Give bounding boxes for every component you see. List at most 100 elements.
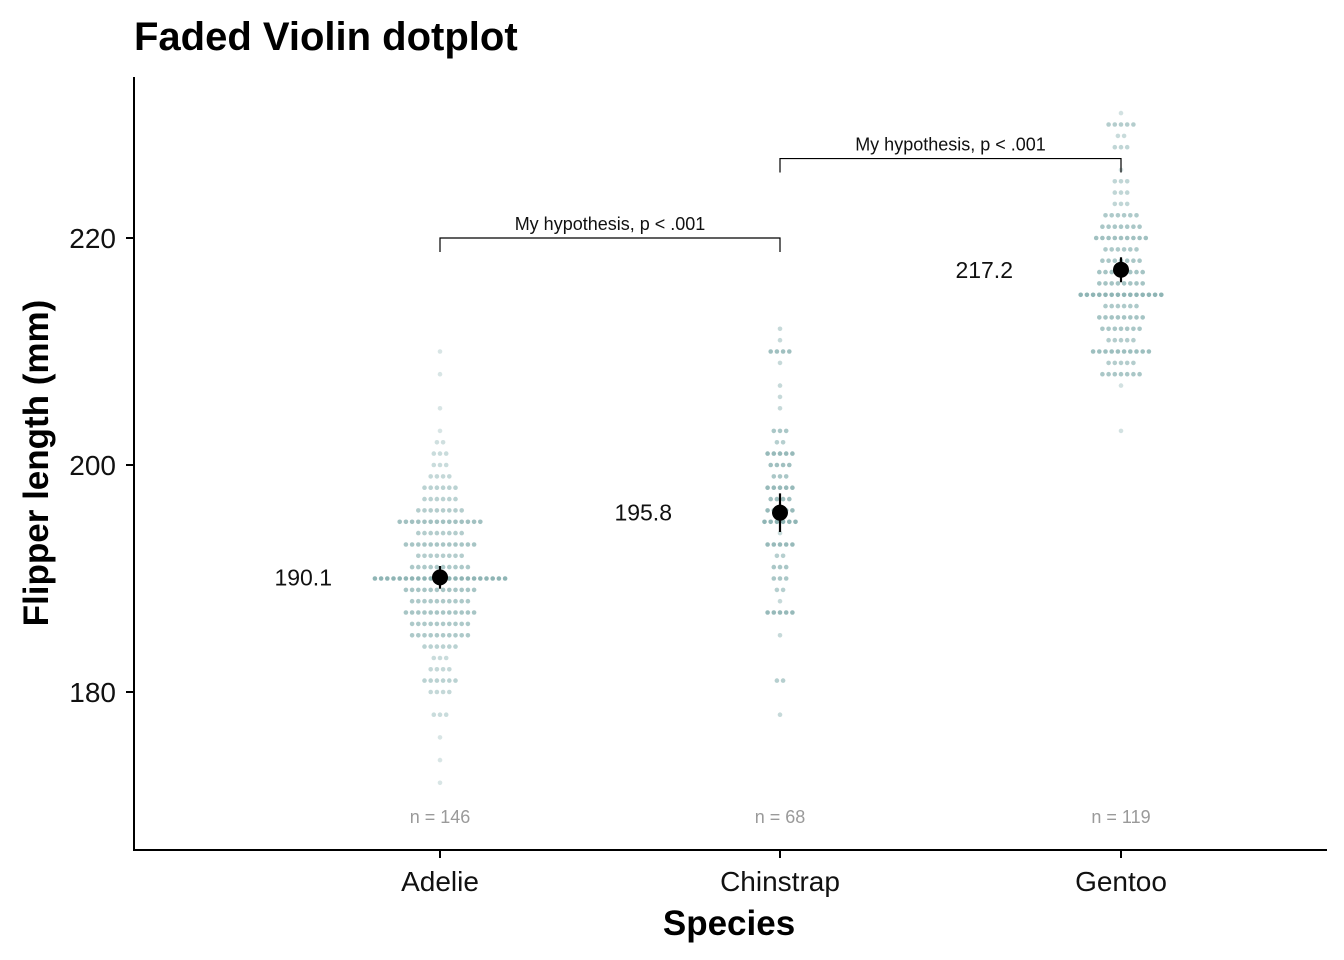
data-dot xyxy=(1109,247,1114,252)
data-dot xyxy=(416,519,421,525)
data-dot xyxy=(416,598,421,604)
data-dot xyxy=(768,519,773,525)
data-dot xyxy=(459,530,465,536)
data-dot xyxy=(1103,303,1108,309)
data-dot xyxy=(1109,349,1114,354)
data-dot xyxy=(777,394,783,400)
data-dot xyxy=(465,621,471,627)
data-dot xyxy=(478,519,483,525)
data-dot xyxy=(440,530,446,536)
data-dot xyxy=(416,564,421,570)
data-dot xyxy=(437,428,443,434)
data-dot xyxy=(434,474,440,479)
mean-point xyxy=(1113,261,1129,278)
data-dot xyxy=(1134,349,1139,354)
data-dot xyxy=(440,496,446,502)
data-dot xyxy=(777,633,783,638)
data-dot xyxy=(431,655,437,661)
data-dot xyxy=(447,598,452,604)
data-dot xyxy=(1121,292,1127,298)
data-dot xyxy=(440,644,446,649)
data-dot xyxy=(440,689,446,695)
data-dot xyxy=(428,587,434,593)
data-dot xyxy=(428,485,434,491)
data-dot xyxy=(465,633,471,638)
data-dot xyxy=(777,542,783,547)
data-dot xyxy=(465,564,471,570)
data-dot xyxy=(434,667,440,672)
comparison-bracket xyxy=(439,237,781,252)
data-dot xyxy=(453,633,458,638)
data-dot xyxy=(1106,326,1111,332)
data-dot xyxy=(428,508,434,513)
data-dot xyxy=(777,610,783,615)
data-dot xyxy=(1124,371,1130,377)
data-dot xyxy=(1112,337,1118,343)
data-dot xyxy=(1137,224,1142,229)
data-dot xyxy=(1115,349,1121,354)
data-dot xyxy=(465,587,471,593)
data-dot xyxy=(453,564,458,570)
data-dot xyxy=(453,542,458,547)
data-dot xyxy=(1131,371,1136,377)
data-dot xyxy=(1124,201,1130,207)
data-dot xyxy=(1112,190,1118,195)
data-dot xyxy=(1134,315,1139,320)
data-dot xyxy=(1128,292,1133,298)
data-dot xyxy=(440,621,446,627)
data-dot xyxy=(459,621,465,627)
data-dot xyxy=(1118,326,1124,332)
data-dot xyxy=(1106,371,1111,377)
data-dot xyxy=(416,553,421,559)
data-dot xyxy=(1118,201,1124,207)
data-dot xyxy=(1112,122,1118,127)
data-dot xyxy=(459,508,465,513)
data-dot xyxy=(1106,122,1111,127)
data-dot xyxy=(428,678,434,683)
data-dot xyxy=(447,508,452,513)
data-dot xyxy=(774,519,780,525)
data-dot xyxy=(1118,428,1124,434)
data-dot xyxy=(780,587,786,593)
data-dot xyxy=(762,519,767,525)
data-dot xyxy=(1090,349,1096,354)
data-dot xyxy=(1121,247,1127,252)
data-dot xyxy=(428,633,434,638)
data-dot xyxy=(1106,235,1111,241)
data-dot xyxy=(443,712,449,717)
data-dot xyxy=(774,349,780,354)
data-dot xyxy=(409,564,415,570)
data-dot xyxy=(777,485,783,491)
data-dot xyxy=(459,610,465,615)
data-dot xyxy=(434,644,440,649)
data-dot xyxy=(431,712,437,717)
data-dot xyxy=(434,587,440,593)
data-dot xyxy=(437,655,443,661)
data-dot xyxy=(780,519,786,525)
data-dot xyxy=(428,496,434,502)
data-dot xyxy=(453,678,458,683)
data-dot xyxy=(771,451,777,456)
data-dot xyxy=(1112,326,1118,332)
data-dot xyxy=(777,712,783,717)
data-dot xyxy=(434,553,440,559)
data-dot xyxy=(447,587,452,593)
data-dot xyxy=(434,440,440,445)
data-dot xyxy=(416,542,421,547)
data-dot xyxy=(422,587,427,593)
comparison-bracket xyxy=(779,157,1122,173)
data-dot xyxy=(403,519,409,525)
data-dot xyxy=(1100,235,1105,241)
data-dot xyxy=(787,519,792,525)
data-dot xyxy=(1128,213,1133,218)
x-axis-ticks: Adelie Chinstrap Gentoo xyxy=(401,850,1167,897)
data-dot xyxy=(1134,269,1139,275)
data-dot xyxy=(774,462,780,468)
data-dot xyxy=(1131,326,1136,332)
data-dot xyxy=(783,428,789,434)
data-dot xyxy=(443,655,449,661)
data-dot xyxy=(428,689,434,695)
data-dot xyxy=(403,610,409,615)
data-dot xyxy=(372,576,378,581)
data-dot xyxy=(1118,235,1124,241)
